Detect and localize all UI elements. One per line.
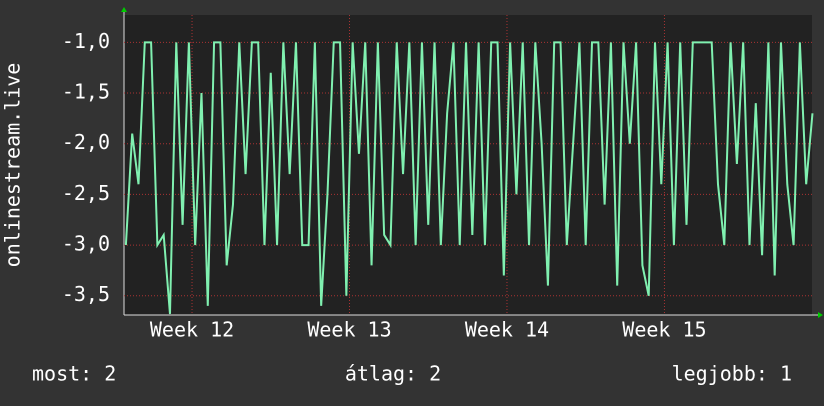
plot-area bbox=[124, 15, 812, 315]
footer-average: átlag: 2 bbox=[345, 362, 441, 386]
x-tick-label: Week 13 bbox=[307, 318, 391, 342]
x-tick-label: Week 12 bbox=[150, 318, 234, 342]
footer-current: most: 2 bbox=[32, 362, 116, 386]
y-axis-label: onlinestream.live bbox=[1, 63, 25, 268]
footer-max: legjobb: 1 bbox=[672, 362, 792, 386]
y-tick-label: -2,0 bbox=[62, 130, 110, 154]
y-tick-label: -3,0 bbox=[62, 232, 110, 256]
x-arrow bbox=[818, 312, 823, 318]
x-tick-label: Week 15 bbox=[622, 318, 706, 342]
y-tick-label: -1,5 bbox=[62, 80, 110, 104]
y-arrow bbox=[121, 7, 127, 12]
x-tick-label: Week 14 bbox=[465, 318, 549, 342]
data-line bbox=[124, 41, 814, 315]
y-tick-label: -3,5 bbox=[62, 282, 110, 306]
y-tick-label: -1,0 bbox=[62, 29, 110, 53]
y-tick-label: -2,5 bbox=[62, 181, 110, 205]
